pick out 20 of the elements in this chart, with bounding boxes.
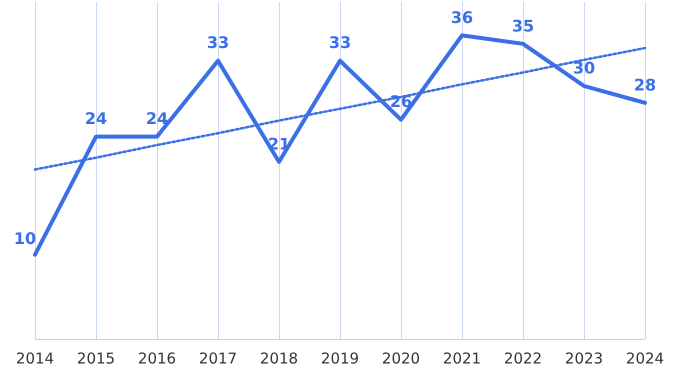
data-label: 35 [512,16,534,36]
x-tick-label: 2015 [76,350,116,368]
x-tick-label: 2018 [260,350,298,368]
data-label: 36 [450,8,474,27]
data-label: 33 [328,33,352,52]
data-label: 28 [634,75,656,94]
x-tick-label: 2023 [564,350,604,368]
x-tick-label: 2014 [16,350,54,368]
x-tick-label: 2024 [626,350,664,368]
data-label: 24 [84,109,108,128]
x-tick-label: 2021 [442,350,482,368]
data-label: 33 [206,33,230,52]
data-label: 30 [572,58,596,78]
x-tick-label: 2017 [198,350,238,368]
x-tick-label: 2020 [382,350,420,368]
x-tick-label: 2022 [504,350,542,368]
data-label: 10 [14,229,36,248]
x-tick-label: 2019 [320,350,360,368]
data-label: 24 [146,109,168,128]
x-tick-label: 2016 [138,350,176,368]
